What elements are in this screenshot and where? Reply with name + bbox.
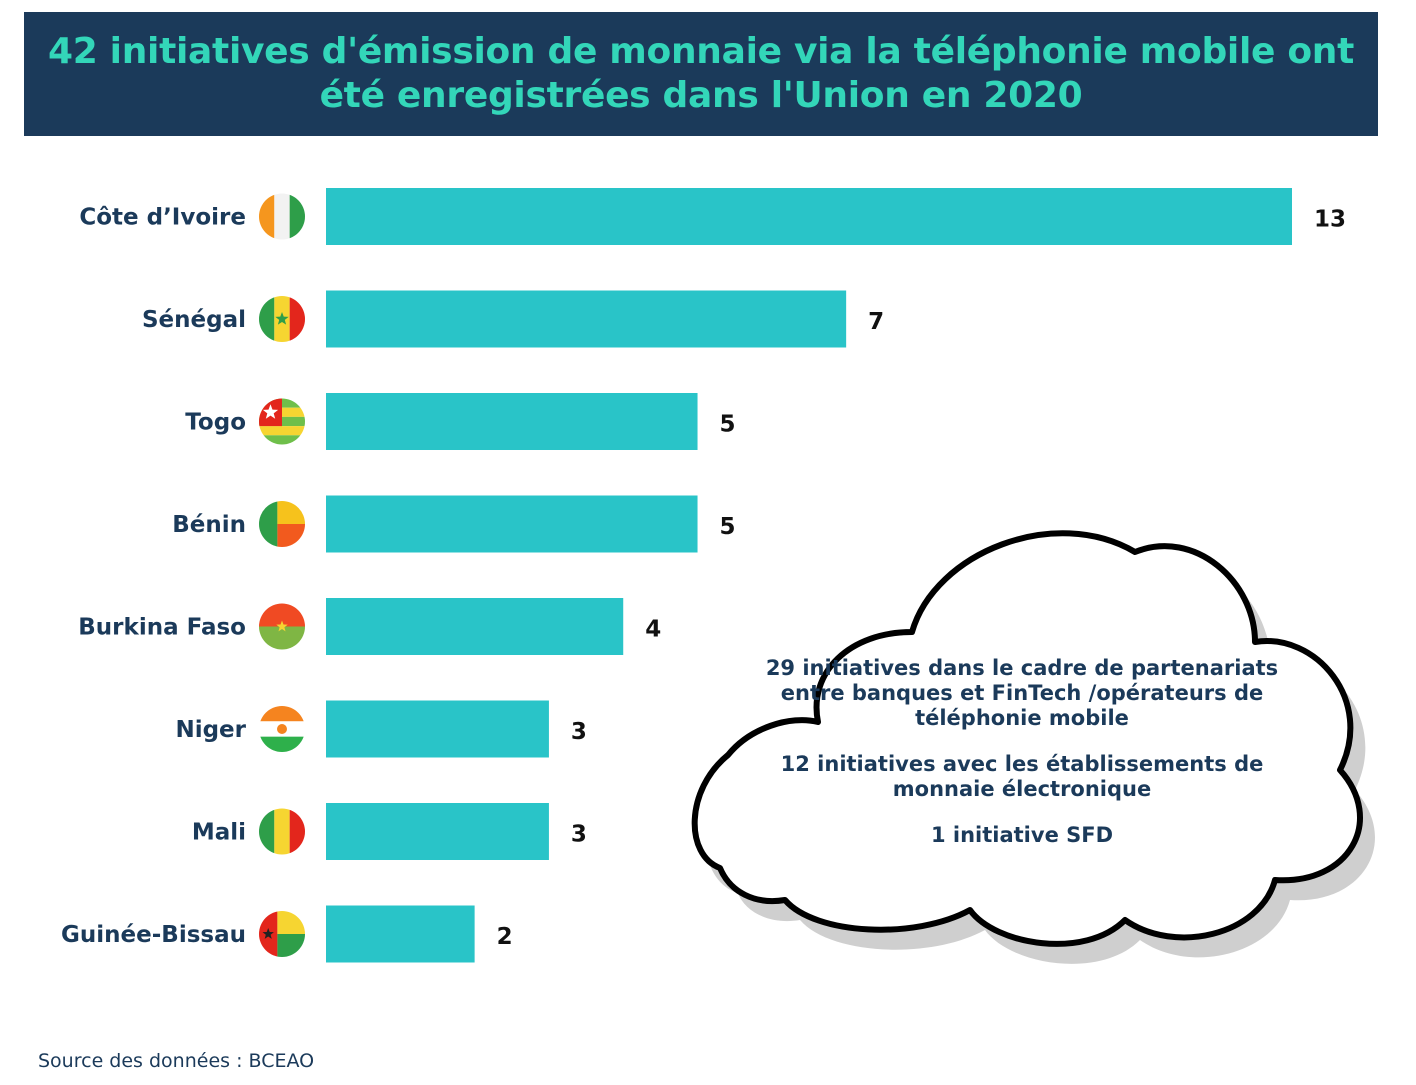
flag-band bbox=[289, 296, 305, 342]
flag-star bbox=[275, 312, 289, 325]
flag-band bbox=[277, 524, 305, 547]
callout-cloud bbox=[691, 530, 1375, 964]
benin-flag-icon bbox=[259, 501, 305, 547]
category-label: Sénégal bbox=[142, 307, 246, 333]
flag-band bbox=[277, 911, 305, 934]
flag-disc bbox=[277, 724, 287, 734]
flag-band bbox=[259, 426, 305, 436]
bar-1 bbox=[326, 290, 847, 348]
mali-flag-icon bbox=[259, 808, 305, 855]
category-label: Niger bbox=[175, 717, 246, 743]
bar-0 bbox=[326, 188, 1292, 245]
senegal-flag-icon bbox=[259, 296, 305, 342]
category-label: Guinée-Bissau bbox=[61, 922, 246, 948]
flag-star bbox=[262, 928, 274, 939]
value-label: 3 bbox=[571, 822, 587, 848]
category-label: Bénin bbox=[172, 512, 246, 538]
flag-band bbox=[289, 808, 305, 855]
value-label: 13 bbox=[1314, 207, 1346, 233]
flag-band bbox=[274, 193, 290, 240]
flag-band bbox=[259, 736, 305, 752]
chart-title: 42 initiatives d'émission de monnaie via… bbox=[47, 31, 1355, 116]
bar-3 bbox=[326, 495, 698, 553]
callout-sfd: 1 initiative SFD bbox=[930, 823, 1114, 847]
data-source: Source des données : BCEAO bbox=[38, 1050, 315, 1072]
value-label: 3 bbox=[571, 719, 587, 745]
callout-emoney: 12 initiatives avec les établissements d… bbox=[780, 752, 1264, 801]
bar-5 bbox=[326, 700, 549, 758]
flag-band bbox=[259, 435, 305, 445]
burkina-faso-flag-icon bbox=[259, 603, 305, 650]
value-label: 5 bbox=[720, 412, 736, 438]
bar-7 bbox=[326, 905, 475, 963]
flag-band bbox=[259, 626, 305, 650]
value-label: 4 bbox=[645, 617, 661, 643]
flag-band bbox=[259, 501, 278, 547]
flag-band bbox=[259, 808, 275, 855]
flag-star bbox=[262, 404, 279, 419]
callout-partnerships: 29 initiatives dans le cadre de partenar… bbox=[765, 656, 1279, 730]
flag-star bbox=[276, 620, 288, 632]
category-label: Burkina Faso bbox=[78, 615, 246, 641]
flag-band bbox=[259, 706, 305, 722]
title-banner: 42 initiatives d'émission de monnaie via… bbox=[24, 12, 1378, 136]
flag-band bbox=[259, 603, 305, 627]
flag-band bbox=[277, 934, 305, 957]
value-label: 5 bbox=[720, 514, 736, 540]
bar-6 bbox=[326, 803, 549, 860]
cote-divoire-flag-icon bbox=[259, 193, 305, 240]
niger-flag-icon bbox=[259, 706, 305, 752]
togo-flag-icon bbox=[259, 398, 305, 445]
callout-cloud-body bbox=[691, 530, 1363, 947]
flag-band bbox=[259, 193, 275, 240]
bar-4 bbox=[326, 598, 624, 655]
flag-band bbox=[259, 296, 275, 342]
guinea-bissau-flag-icon bbox=[259, 911, 305, 957]
category-label: Togo bbox=[185, 410, 246, 436]
flag-band bbox=[289, 193, 305, 240]
callout-text: 29 initiatives dans le cadre de partenar… bbox=[752, 656, 1292, 869]
value-label: 2 bbox=[497, 924, 513, 950]
value-label: 7 bbox=[868, 309, 884, 335]
bar-2 bbox=[326, 393, 698, 450]
category-label: Mali bbox=[192, 820, 246, 846]
flag-band bbox=[277, 501, 305, 524]
flag-band bbox=[274, 808, 290, 855]
category-label: Côte d’Ivoire bbox=[79, 205, 246, 231]
